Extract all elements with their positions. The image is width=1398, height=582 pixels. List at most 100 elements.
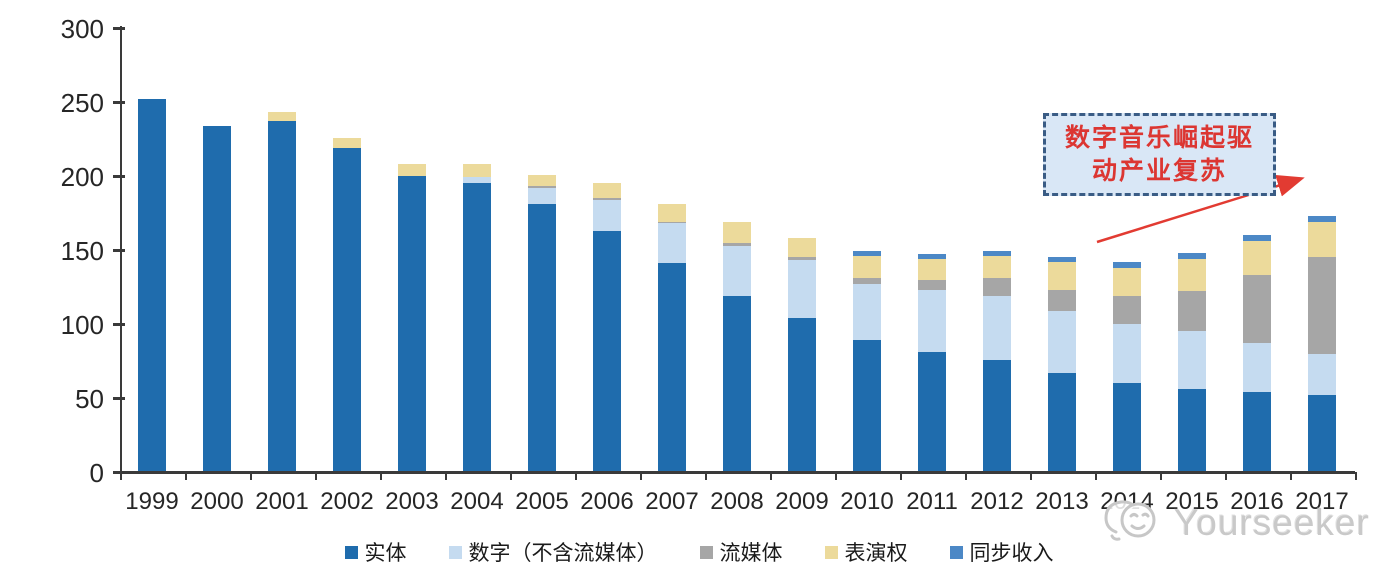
bar-2012-segment-digital-excl-streaming [983,295,1011,360]
legend-swatch-physical [344,545,358,559]
y-tick-label-150: 150 [60,236,104,266]
bar-2002-segment-physical [333,147,361,472]
x-tick-mark-19 [1354,472,1357,480]
bar-2009-segment-digital-excl-streaming [788,260,816,319]
bar-2008-segment-streaming [723,242,751,246]
y-tick-mark-300 [113,27,125,30]
legend-swatch-streaming [699,545,713,559]
bar-2005-segment-performance-rights [528,174,556,187]
bar-2014-segment-sync [1113,261,1141,268]
x-tick-mark-15 [1094,472,1097,480]
x-tick-label-2002: 2002 [320,488,374,515]
x-tick-mark-6 [509,472,512,480]
bar-2009-segment-physical [788,318,816,472]
legend-label-performance-rights: 表演权 [844,542,908,565]
x-tick-label-2000: 2000 [190,488,244,515]
x-tick-label-2017: 2017 [1295,488,1349,515]
x-tick-mark-5 [444,472,447,480]
bar-2003-segment-physical [398,176,426,472]
x-tick-label-2013: 2013 [1035,488,1089,515]
y-tick-mark-50 [113,397,125,400]
x-tick-label-2001: 2001 [255,488,309,515]
bar-2017-segment-sync [1308,215,1336,222]
watermark-text: Yourseeker [1174,502,1370,543]
y-tick-mark-0 [113,471,125,474]
x-tick-label-2004: 2004 [450,488,504,515]
x-tick-mark-16 [1159,472,1162,480]
legend-label-streaming: 流媒体 [719,542,783,565]
bar-2016-segment-sync [1243,235,1271,242]
legend-item-physical: 实体 [344,537,407,567]
bar-2007-segment-physical [658,263,686,472]
bar-2000-segment-physical [203,125,231,472]
bar-2009-segment-streaming [788,257,816,261]
bar-1999-segment-physical [138,99,166,472]
y-tick-label-100: 100 [60,310,104,340]
bar-2012-segment-physical [983,359,1011,472]
bar-2008-segment-performance-rights [723,221,751,243]
bar-2016-segment-physical [1243,392,1271,472]
bar-2004-segment-performance-rights [463,164,491,178]
y-tick-mark-250 [113,101,125,104]
legend-swatch-sync [949,545,963,559]
legend-label-sync: 同步收入 [969,542,1054,565]
legend-label-physical: 实体 [364,542,407,565]
bar-2008-segment-physical [723,295,751,472]
x-tick-mark-7 [574,472,577,480]
annotation-text-line2: 动产业复苏 [1091,156,1227,185]
bar-2017-segment-digital-excl-streaming [1308,353,1336,396]
y-tick-label-300: 300 [60,14,104,44]
x-tick-mark-9 [704,472,707,480]
y-tick-label-250: 250 [60,88,104,118]
y-tick-mark-200 [113,175,125,178]
bar-2004-segment-physical [463,183,491,472]
y-tick-label-50: 50 [75,384,104,414]
bar-2010-segment-sync [853,251,881,256]
x-tick-label-2005: 2005 [515,488,569,515]
bar-2007-segment-streaming [658,221,686,224]
bar-2015-segment-digital-excl-streaming [1178,331,1206,390]
x-tick-mark-3 [314,472,317,480]
bar-2016-segment-digital-excl-streaming [1243,343,1271,393]
x-tick-label-2015: 2015 [1165,488,1219,515]
bar-2006-segment-physical [593,230,621,472]
bar-2002-segment-performance-rights [333,137,361,148]
bar-2017-segment-streaming [1308,257,1336,354]
bar-2012-segment-streaming [983,278,1011,296]
bar-2009-segment-performance-rights [788,238,816,258]
x-tick-mark-8 [639,472,642,480]
y-tick-label-200: 200 [60,162,104,192]
bar-2003-segment-performance-rights [398,164,426,176]
bar-2006-segment-performance-rights [593,183,621,199]
bar-2005-segment-streaming [528,186,556,188]
annotation-text-line1: 数字音乐崛起驱 [1064,123,1254,152]
x-tick-label-2009: 2009 [775,488,829,515]
bar-2017-segment-physical [1308,395,1336,472]
bar-2004-segment-digital-excl-streaming [463,177,491,184]
legend-label-digital-excl-streaming: 数字（不含流媒体） [468,542,658,565]
bar-2006-segment-streaming [593,198,621,200]
bar-2016-segment-performance-rights [1243,241,1271,276]
bar-2014-segment-streaming [1113,295,1141,324]
bar-2013-segment-sync [1048,257,1076,262]
chart-legend: 实体 数字（不含流媒体） 流媒体 表演权 同步收入 [0,537,1398,567]
bar-2014-segment-physical [1113,383,1141,472]
bar-2007-segment-performance-rights [658,204,686,222]
bar-2011-segment-streaming [918,279,946,290]
x-tick-label-2003: 2003 [385,488,439,515]
legend-swatch-digital-excl-streaming [448,545,462,559]
x-tick-mark-14 [1029,472,1032,480]
bar-2015-segment-sync [1178,252,1206,259]
bar-2012-segment-performance-rights [983,255,1011,279]
annotation-callout: 数字音乐崛起驱 动产业复苏 [1043,113,1276,196]
bar-2001-segment-performance-rights [268,112,296,122]
legend-item-sync: 同步收入 [949,537,1054,567]
y-tick-label-0: 0 [89,458,104,488]
y-tick-mark-100 [113,323,125,326]
watermark: Yourseeker [1102,494,1370,546]
bar-2005-segment-digital-excl-streaming [528,187,556,205]
bar-2013-segment-physical [1048,372,1076,472]
bar-2008-segment-digital-excl-streaming [723,245,751,296]
bar-2015-segment-performance-rights [1178,258,1206,292]
legend-item-streaming: 流媒体 [699,537,783,567]
